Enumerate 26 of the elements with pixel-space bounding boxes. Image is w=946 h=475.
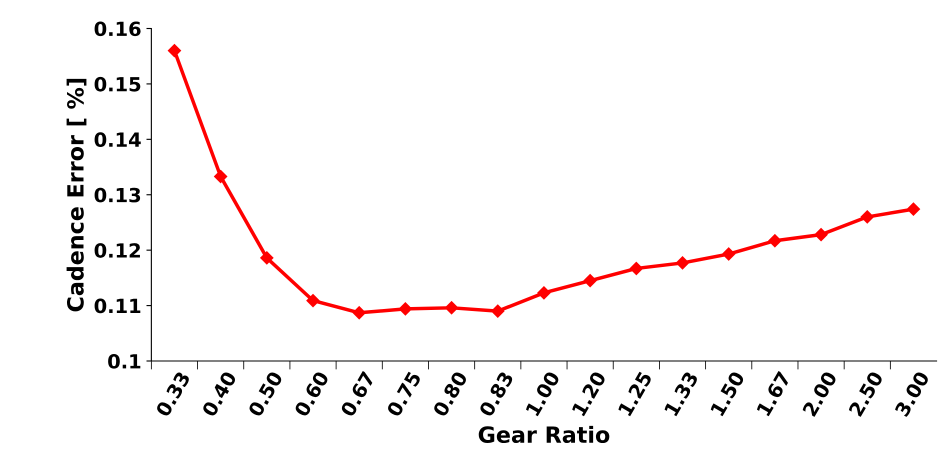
point (537, 286, 551, 300)
y-tick-label: 0.11 (94, 298, 140, 314)
y-tick-label: 0.14 (94, 132, 141, 147)
y-tick-label: 0.15 (94, 76, 140, 92)
y-tick-label: 0.16 (94, 21, 141, 36)
point (906, 202, 920, 216)
point (398, 302, 412, 316)
point (768, 234, 782, 248)
y-tick-label: 0.12 (94, 243, 140, 258)
y-tick-label: 0.13 (94, 188, 140, 202)
y-axis-title: Cadence Error [ %] (66, 78, 86, 312)
point (306, 294, 320, 308)
point (814, 228, 828, 242)
point (260, 251, 274, 265)
point (491, 304, 504, 318)
x-axis-title: Gear Ratio (478, 426, 610, 444)
point (676, 256, 690, 270)
point (214, 170, 228, 184)
point (444, 301, 458, 314)
point (722, 247, 736, 261)
point (168, 44, 182, 58)
y-tick-label: 0.1 (108, 354, 140, 369)
point (860, 210, 874, 224)
point (630, 262, 643, 276)
point (352, 306, 366, 320)
point (584, 274, 597, 288)
